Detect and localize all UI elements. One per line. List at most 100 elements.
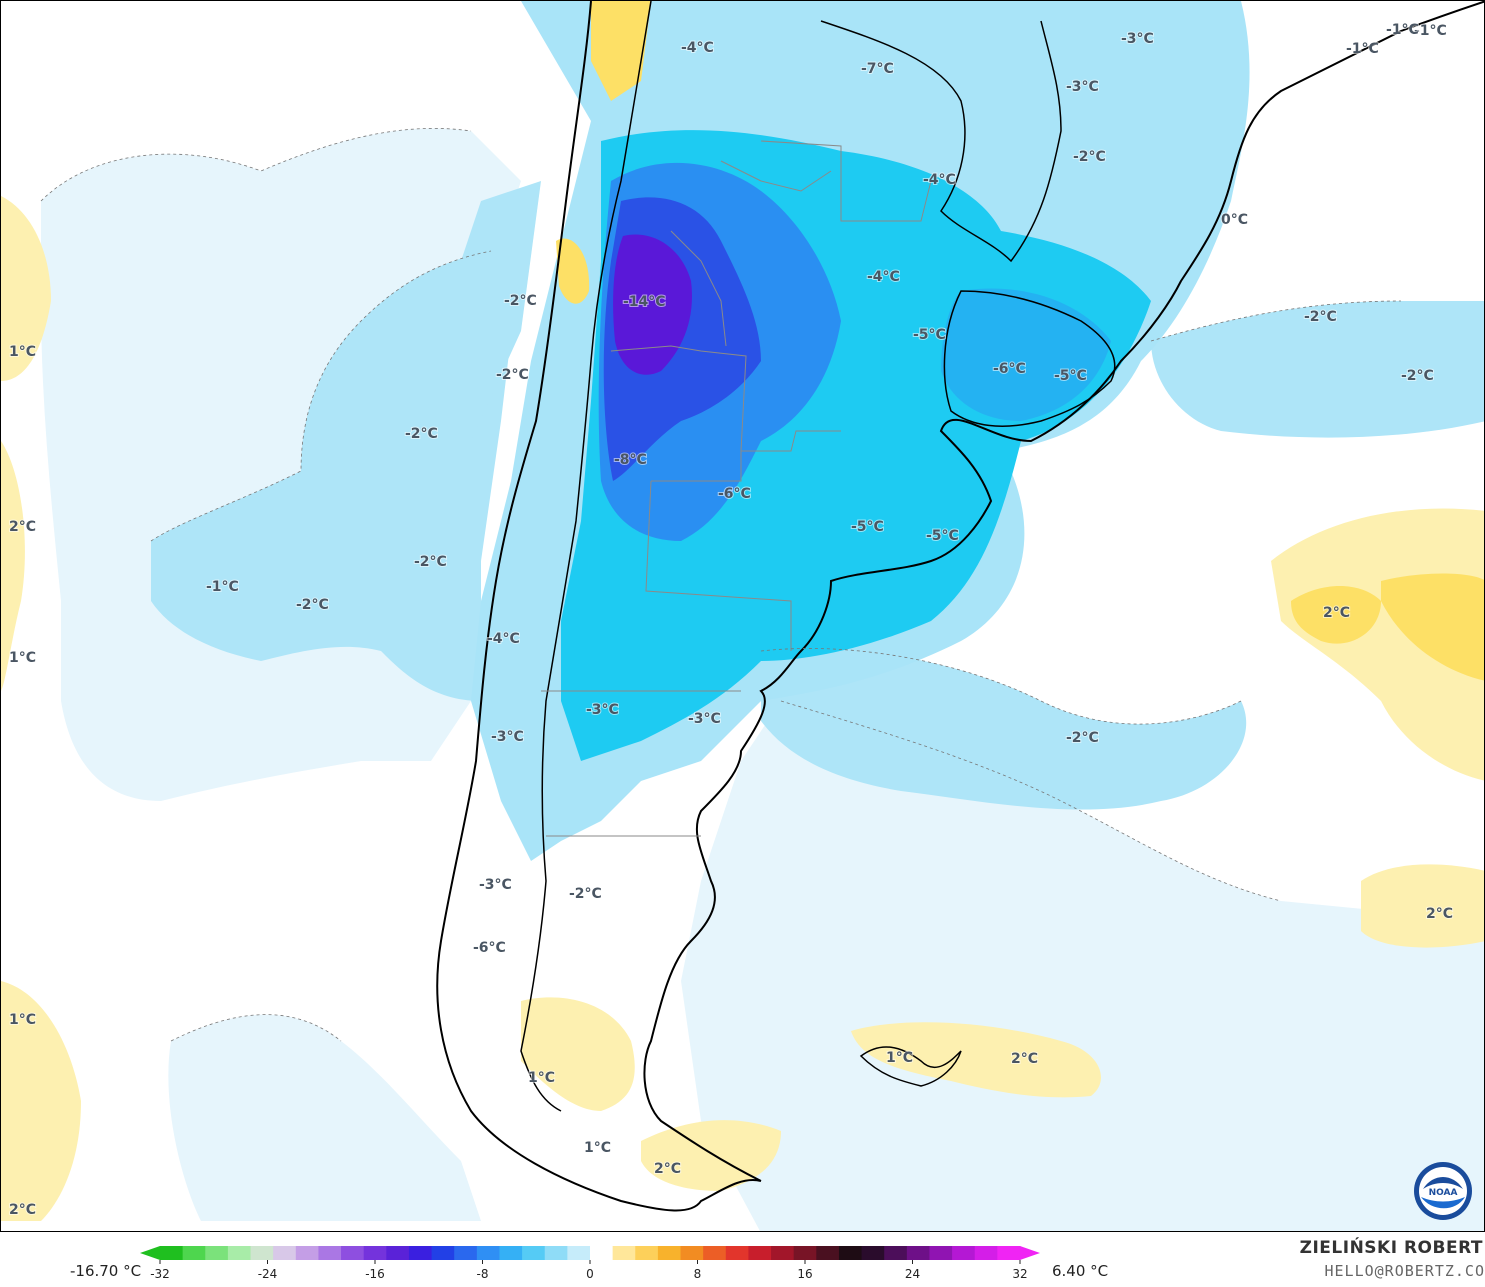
temperature-anomaly-map: -1°C -1°C -4°C -7°C -3°C -3°C -1°C -2°C … bbox=[1, 1, 1484, 1231]
temp-label: -2°C bbox=[405, 426, 438, 442]
temp-label: 0°C bbox=[1221, 212, 1248, 228]
color-scale-cell bbox=[499, 1246, 523, 1260]
forecast-map: -1°C -1°C -4°C -7°C -3°C -3°C -1°C -2°C … bbox=[0, 0, 1485, 1232]
color-scale: -32 -24 -16 -8 0 8 16 24 32 bbox=[140, 1246, 1040, 1281]
temp-label: 2°C bbox=[654, 1161, 681, 1177]
color-scale-tick-label: 32 bbox=[1012, 1267, 1027, 1281]
province-lines bbox=[541, 140, 932, 837]
color-scale-cell bbox=[431, 1246, 455, 1260]
color-scale-cell bbox=[227, 1246, 252, 1260]
temp-label: -5°C bbox=[926, 528, 959, 544]
temp-label: 2°C bbox=[9, 519, 36, 535]
legend-bar: -16.70 °C -32 -24 -16 -8 0 8 16 24 32 6.40 °C ZI… bbox=[0, 1232, 1485, 1287]
temperature-labels: -1°C -1°C -4°C -7°C -3°C -3°C -1°C -2°C … bbox=[8, 21, 1454, 1219]
svg-text:NOAA: NOAA bbox=[1429, 1188, 1458, 1198]
color-scale-cell bbox=[816, 1246, 840, 1260]
temp-label: -3°C bbox=[1121, 31, 1154, 47]
temp-label: -6°C bbox=[473, 940, 506, 956]
south-america-coastline bbox=[436, 1, 1484, 1212]
color-scale-cell bbox=[997, 1246, 1021, 1260]
temp-label: -2°C bbox=[296, 597, 329, 613]
color-scale-cell bbox=[567, 1246, 591, 1260]
temp-label: -7°C bbox=[861, 61, 894, 77]
color-scale-cell bbox=[748, 1246, 772, 1260]
color-scale-tick-label: 24 bbox=[905, 1267, 920, 1281]
temp-label: -14°C bbox=[623, 294, 666, 310]
temp-label: -5°C bbox=[913, 327, 946, 343]
color-scale-tick-label: 8 bbox=[694, 1267, 702, 1281]
range-max-label: 6.40 °C bbox=[1052, 1262, 1109, 1280]
temp-label: -2°C bbox=[496, 367, 529, 383]
warm-southeast-region bbox=[1361, 864, 1484, 948]
author-name: ZIELIŃSKI ROBERT bbox=[1299, 1238, 1483, 1258]
warm-east-core bbox=[1291, 586, 1381, 644]
temp-label: 1°C bbox=[528, 1070, 555, 1086]
color-scale-cell bbox=[703, 1246, 727, 1260]
color-scale-cell bbox=[250, 1246, 274, 1260]
color-scale-cell bbox=[295, 1246, 319, 1260]
color-scale-left-arrow bbox=[140, 1246, 160, 1260]
falklands-outline bbox=[859, 1046, 962, 1087]
warm-east-core-2 bbox=[1381, 573, 1484, 681]
color-scale-cell bbox=[590, 1246, 614, 1260]
temp-label: 1°C bbox=[9, 1012, 36, 1028]
temp-label: -3°C bbox=[586, 702, 619, 718]
color-scale-cell bbox=[952, 1246, 976, 1260]
color-scale-cell bbox=[793, 1246, 817, 1260]
temp-label: -4°C bbox=[867, 269, 900, 285]
color-scale-cell bbox=[522, 1246, 546, 1260]
color-scale-cell bbox=[612, 1246, 636, 1260]
warm-andes-north bbox=[591, 1, 651, 101]
temp-label: 1°C bbox=[584, 1140, 611, 1156]
warm-west-edge-2 bbox=[1, 441, 25, 691]
color-scale-cell bbox=[454, 1246, 478, 1260]
south-pacific-light-region bbox=[168, 1014, 481, 1221]
temp-label: -2°C bbox=[1066, 730, 1099, 746]
temp-label: -3°C bbox=[1066, 79, 1099, 95]
warm-patagonia-region bbox=[521, 997, 635, 1111]
pacific-cyan-region bbox=[151, 251, 521, 701]
temp-label: -3°C bbox=[688, 711, 721, 727]
author-email: HELLO@ROBERTZ.CO bbox=[1324, 1262, 1485, 1280]
color-scale-cell bbox=[906, 1246, 930, 1260]
temp-label: -6°C bbox=[718, 486, 751, 502]
atlantic-cyan-region bbox=[761, 648, 1247, 810]
color-scale-cell bbox=[318, 1246, 342, 1260]
temp-label: -2°C bbox=[1304, 309, 1337, 325]
temp-label: -8°C bbox=[614, 452, 647, 468]
color-scale-cell bbox=[205, 1246, 229, 1260]
temp-label: -3°C bbox=[479, 877, 512, 893]
color-scale-cell bbox=[725, 1246, 749, 1260]
temp-label: -2°C bbox=[504, 293, 537, 309]
color-scale-tick-label: -24 bbox=[258, 1267, 278, 1281]
color-scale-cell bbox=[974, 1246, 998, 1260]
temp-label: 2°C bbox=[1323, 605, 1350, 621]
color-scale-ticks: -32 -24 -16 -8 0 8 16 24 32 bbox=[150, 1260, 1028, 1281]
temp-label: -2°C bbox=[1073, 149, 1106, 165]
uruguay-border bbox=[943, 290, 1116, 427]
color-scale-cell bbox=[160, 1246, 184, 1260]
temp-label: -1°C bbox=[1386, 22, 1419, 38]
color-scale-cells bbox=[140, 1246, 1040, 1260]
color-scale-tick-label: -8 bbox=[477, 1267, 489, 1281]
color-scale-tick-label: -16 bbox=[365, 1267, 385, 1281]
temp-label: 1°C bbox=[9, 344, 36, 360]
color-scale-tick-label: -32 bbox=[150, 1267, 170, 1281]
color-scale-cell bbox=[273, 1246, 297, 1260]
temp-label: -4°C bbox=[681, 40, 714, 56]
atlantic-east-cyan bbox=[1151, 301, 1484, 438]
color-scale-cell bbox=[386, 1246, 410, 1260]
uruguay-blue-region bbox=[941, 288, 1111, 421]
color-scale-cell bbox=[363, 1246, 387, 1260]
temp-label: -1°C bbox=[1346, 41, 1379, 57]
color-scale-cell bbox=[476, 1246, 500, 1260]
temp-label: 2°C bbox=[9, 1202, 36, 1218]
color-scale-cell bbox=[635, 1246, 659, 1260]
cold-core-region bbox=[613, 234, 692, 375]
noaa-logo-icon: NOAA bbox=[1414, 1162, 1472, 1220]
color-scale-cell bbox=[929, 1246, 953, 1260]
warm-west-edge bbox=[1, 196, 51, 381]
temp-label: -6°C bbox=[993, 361, 1026, 377]
temp-label: 2°C bbox=[1426, 906, 1453, 922]
temp-label: -2°C bbox=[414, 554, 447, 570]
